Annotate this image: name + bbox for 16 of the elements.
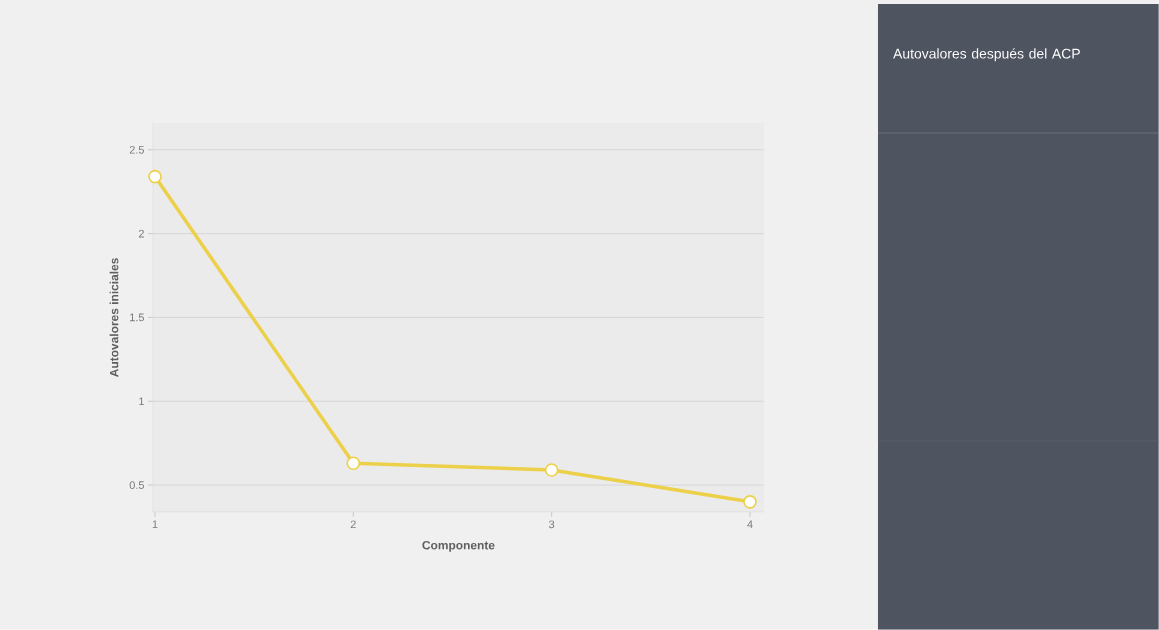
point xyxy=(148,169,162,184)
x-tick-label: 4 xyxy=(747,520,753,529)
y-tick-label: 2.5 xyxy=(129,145,144,154)
x-tick-label: 3 xyxy=(549,520,555,529)
point xyxy=(346,456,361,471)
y-tick-label: 1 xyxy=(139,397,144,406)
point xyxy=(544,463,559,477)
point xyxy=(743,495,757,509)
y-tick-label: 0.5 xyxy=(129,481,144,490)
x-tick-label: 1 xyxy=(152,520,158,529)
y-axis-title: Autovalores iniciales xyxy=(109,258,119,377)
x-tick-label: 2 xyxy=(350,520,356,529)
y-tick-label: 2 xyxy=(138,229,144,238)
text: Autovalores después del ACP xyxy=(893,48,1080,62)
y-tick-label: 1.5 xyxy=(130,313,144,322)
x-axis-title: Componente xyxy=(422,541,495,552)
